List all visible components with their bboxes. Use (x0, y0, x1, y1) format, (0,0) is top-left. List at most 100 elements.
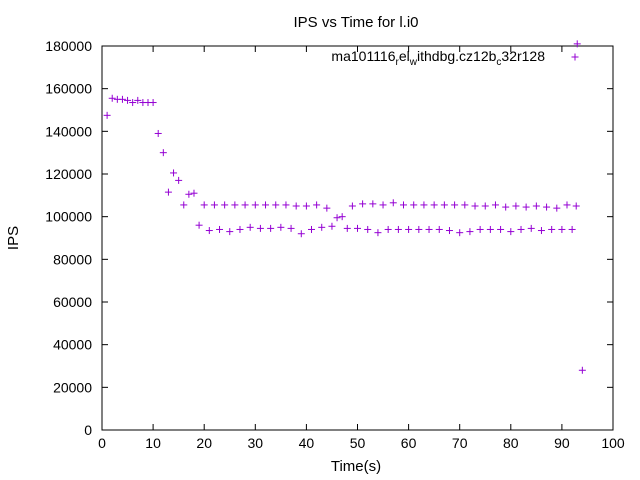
data-point (374, 229, 382, 237)
data-point (379, 201, 387, 209)
y-axis-ticks: 0 20000 40000 60000 80000 100000 120000 140000 1… (45, 38, 613, 438)
legend-marker (571, 53, 579, 61)
y-tick-label: 100000 (45, 209, 92, 225)
data-point (195, 221, 203, 229)
data-point (175, 176, 183, 184)
data-point (456, 229, 464, 237)
data-point (272, 201, 280, 209)
y-tick-label: 40000 (53, 337, 92, 353)
data-point (563, 201, 571, 209)
x-tick-label: 50 (350, 435, 366, 451)
data-point (277, 223, 285, 231)
data-point (210, 201, 218, 209)
y-tick-label: 120000 (45, 166, 92, 182)
data-point (512, 202, 520, 210)
x-tick-label: 20 (196, 435, 212, 451)
data-point (236, 225, 244, 233)
data-point (170, 169, 178, 177)
y-tick-label: 0 (84, 422, 92, 438)
data-point (149, 99, 157, 107)
data-point (415, 225, 423, 233)
data-points (103, 40, 586, 374)
x-tick-label: 40 (299, 435, 315, 451)
data-point (384, 225, 392, 233)
y-tick-label: 140000 (45, 123, 92, 139)
data-point (410, 201, 418, 209)
data-point (200, 201, 208, 209)
data-point (572, 202, 580, 210)
data-point (348, 202, 356, 210)
data-point (343, 224, 351, 232)
data-point (517, 225, 525, 233)
data-point (568, 225, 576, 233)
legend-series-label: ma101116relwithdbg.cz12bc32r128 (331, 48, 545, 68)
y-tick-label: 20000 (53, 379, 92, 395)
data-point (486, 225, 494, 233)
data-point (292, 202, 300, 210)
y-tick-label: 180000 (45, 38, 92, 54)
y-tick-label: 60000 (53, 294, 92, 310)
data-point (185, 190, 193, 198)
data-point (154, 129, 162, 137)
data-point (338, 213, 346, 221)
data-point (313, 201, 321, 209)
legend-text-part: ithdbg.cz12b (417, 48, 497, 64)
x-axis-label: Time(s) (331, 458, 381, 475)
data-point (394, 225, 402, 233)
data-point (440, 201, 448, 209)
data-point (246, 223, 254, 231)
plot-frame (101, 45, 614, 431)
data-point (323, 204, 331, 212)
data-point (124, 96, 132, 104)
data-point (118, 95, 126, 103)
data-point (359, 200, 367, 208)
data-point (420, 201, 428, 209)
data-point (251, 201, 259, 209)
data-point (543, 203, 551, 211)
data-point (461, 201, 469, 209)
data-point (267, 224, 275, 232)
data-point (399, 201, 407, 209)
data-point (471, 202, 479, 210)
data-point (481, 202, 489, 210)
data-point (522, 203, 530, 211)
x-axis-ticks: 0 10 20 30 40 50 60 70 80 90 100 (98, 46, 625, 451)
data-point (221, 201, 229, 209)
data-point (216, 225, 224, 233)
data-point (502, 203, 510, 211)
data-point (282, 201, 290, 209)
legend-text-part: c (496, 57, 501, 68)
data-point (328, 222, 336, 230)
data-point (578, 366, 586, 374)
data-point (262, 201, 270, 209)
data-point (445, 227, 453, 235)
data-point (103, 111, 111, 119)
x-tick-label: 60 (401, 435, 417, 451)
data-point (318, 223, 326, 231)
data-point (364, 225, 372, 233)
legend-text-part: r (396, 57, 400, 68)
data-point (241, 201, 249, 209)
data-point (532, 202, 540, 210)
data-point (226, 228, 234, 236)
data-point (369, 200, 377, 208)
data-point (108, 94, 116, 102)
data-point (405, 225, 413, 233)
data-point (231, 201, 239, 209)
data-point (497, 225, 505, 233)
data-point (256, 224, 264, 232)
legend-text-part: w (409, 57, 418, 68)
y-tick-label: 80000 (53, 251, 92, 267)
x-tick-label: 70 (452, 435, 468, 451)
data-point (573, 40, 581, 48)
data-point (389, 199, 397, 207)
data-point (548, 225, 556, 233)
data-point (333, 214, 341, 222)
data-point (425, 225, 433, 233)
legend-text-part: ma101116 (331, 48, 395, 64)
chart-title: IPS vs Time for l.i0 (293, 14, 418, 31)
legend-text-part: 32r128 (501, 48, 545, 64)
y-tick-label: 160000 (45, 81, 92, 97)
data-point (476, 225, 484, 233)
